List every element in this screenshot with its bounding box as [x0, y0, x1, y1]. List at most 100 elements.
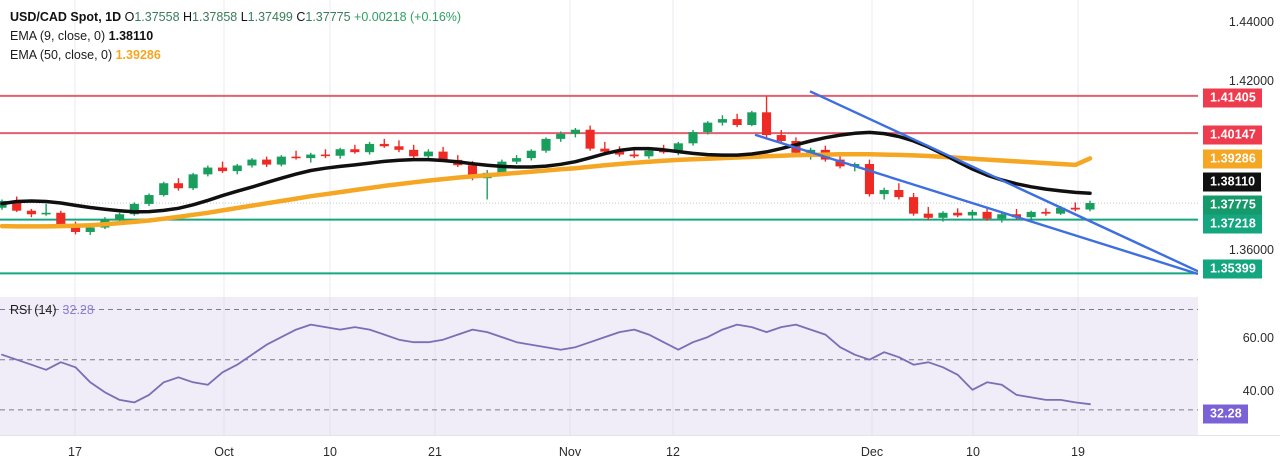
candle-body	[350, 149, 360, 153]
candlestick	[1070, 202, 1080, 212]
candle-body	[1056, 207, 1066, 214]
candlestick	[144, 193, 154, 206]
high-key: H	[183, 10, 193, 24]
candle-body	[217, 167, 228, 172]
rsi-tick-40.00: 40.00	[1242, 384, 1274, 398]
candle-body	[188, 174, 198, 189]
low-key: L	[240, 10, 248, 24]
candlestick	[923, 206, 933, 221]
price-badge-1.35399[interactable]: 1.35399	[1203, 259, 1262, 279]
price-axis[interactable]: 1.44000 1.42000 1.36000 1.41405 1.40147 1.392…	[1198, 0, 1280, 435]
price-badge-1.37775[interactable]: 1.37775	[1203, 195, 1262, 215]
price-chart-pane[interactable]	[0, 0, 1198, 297]
candlestick	[129, 202, 139, 216]
price-tick-1.36000: 1.36000	[1228, 243, 1274, 257]
price-badge-1.41405[interactable]: 1.41405	[1203, 88, 1262, 108]
candle-body	[570, 129, 580, 134]
trendline-lower-channel	[754, 133, 1198, 276]
candlestick	[776, 130, 786, 144]
ema50-line	[0, 152, 1093, 229]
candlestick	[232, 164, 242, 175]
candle-body	[1070, 207, 1080, 210]
ema9-value: 1.38110	[108, 29, 154, 43]
candle-body	[423, 151, 433, 157]
candlestick	[262, 156, 272, 167]
candle-body	[747, 112, 757, 126]
candle-body	[703, 122, 713, 133]
candlestick	[12, 196, 22, 212]
candlestick	[585, 125, 595, 151]
candle-body	[41, 212, 51, 215]
candle-body	[144, 195, 154, 204]
candlestick	[761, 96, 772, 138]
price-badge-1.38110[interactable]: 1.38110	[1203, 172, 1262, 192]
candlestick	[732, 113, 742, 128]
candle-body	[467, 165, 478, 179]
rsi-value: 32.28	[62, 303, 94, 317]
price-badge-1.39286[interactable]: 1.39286	[1203, 149, 1262, 169]
candlestick	[644, 149, 654, 159]
candle-body	[70, 224, 81, 232]
candle-body	[306, 154, 316, 159]
candlestick	[629, 149, 639, 159]
high-value: 1.37858	[192, 10, 238, 24]
candlestick	[203, 165, 213, 177]
candle-body	[879, 190, 889, 195]
time-tick-10: 10	[966, 445, 980, 459]
candlestick	[85, 226, 95, 235]
candle-body	[232, 165, 242, 172]
candlestick	[717, 115, 727, 126]
candlestick	[879, 187, 889, 200]
candlestick	[953, 208, 963, 218]
candle-body	[761, 112, 772, 136]
candlestick	[526, 149, 536, 161]
price-plot	[0, 0, 1198, 297]
candle-body	[526, 150, 536, 159]
time-tick-21: 21	[428, 445, 442, 459]
candlestick	[291, 150, 301, 160]
candle-body	[909, 197, 919, 214]
time-tick-Oct: Oct	[214, 445, 234, 459]
candlestick	[365, 141, 375, 155]
candlestick	[909, 192, 919, 216]
time-axis[interactable]: 17 Oct 10 21 Nov 12 Dec 10 19	[0, 435, 1280, 470]
open-key: O	[124, 10, 135, 24]
change-value: +0.00218	[354, 10, 407, 24]
candle-body	[585, 129, 595, 149]
candle-body	[644, 150, 654, 157]
candle-body	[247, 159, 257, 166]
chart-legend: USD/CAD Spot, 1D O1.37558 H1.37858 L1.37…	[10, 8, 461, 65]
candle-body	[776, 135, 786, 141]
candle-body	[982, 211, 992, 219]
change-percent: (+0.16%)	[410, 10, 462, 24]
candle-body	[614, 151, 625, 155]
rsi-legend: RSI (14) 32.28	[10, 303, 94, 317]
candle-body	[159, 183, 169, 196]
price-badge-1.40147[interactable]: 1.40147	[1203, 125, 1262, 145]
candlestick	[379, 138, 389, 148]
candlestick	[350, 144, 360, 154]
candle-body	[85, 227, 95, 232]
candle-body	[129, 203, 139, 215]
candle-body	[115, 214, 125, 220]
candlestick	[747, 110, 757, 127]
candle-body	[864, 164, 875, 195]
candle-body	[262, 159, 272, 165]
candlestick	[247, 158, 257, 168]
candle-body	[12, 200, 22, 211]
candle-body	[1026, 211, 1036, 218]
candlestick	[394, 140, 404, 153]
candlestick	[173, 178, 183, 191]
candle-body	[1085, 203, 1095, 210]
rsi-background	[0, 297, 1198, 435]
candlestick	[26, 208, 36, 218]
candlestick	[1085, 200, 1095, 212]
candlestick	[703, 121, 713, 135]
rsi-chart-pane[interactable]	[0, 297, 1198, 435]
candlestick	[688, 130, 698, 146]
candle-body	[335, 149, 345, 156]
candle-body	[173, 183, 183, 189]
rsi-badge-32.28[interactable]: 32.28	[1203, 404, 1248, 424]
price-badge-1.37218[interactable]: 1.37218	[1203, 214, 1262, 234]
